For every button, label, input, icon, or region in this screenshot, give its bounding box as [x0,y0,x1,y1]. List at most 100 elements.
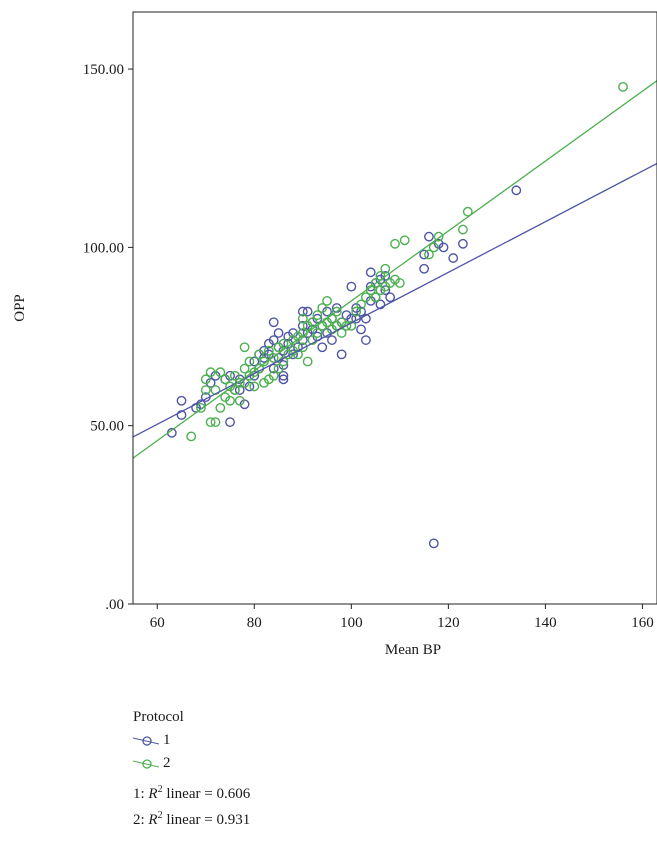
plot-frame [132,11,657,605]
series-2-point [618,81,628,92]
series-1-point [268,335,279,345]
series-2-point [225,395,235,406]
series-2-point [205,417,216,428]
series-2-point [351,306,362,317]
r2-prefix-2: 2: [133,812,149,828]
series-2-point [307,335,318,345]
fit-lines [132,80,657,459]
series-2-point [341,320,352,331]
series-1-point [297,320,308,331]
series-2-point [312,328,323,338]
series-1-point [438,242,449,253]
series-2-point [263,345,274,356]
legend-label-2: 2 [163,755,171,771]
x-tick-label: 100 [340,615,363,631]
series-1-point [176,410,187,420]
series-2-point [428,242,439,253]
r2-symbol-2: R [148,812,158,828]
series-2-point [433,231,444,242]
series-2-point [360,292,371,303]
series-1-fit-line [132,162,657,438]
y-tick-label: .00 [105,597,124,613]
series-1-point [385,292,396,303]
series-1-point [249,356,260,367]
r2-prefix-1: 1: [133,786,149,802]
series-1-point [360,313,371,324]
series-2-point [239,342,250,353]
series-1-point [302,306,313,317]
series-1-point [360,335,371,345]
series-1-point [336,349,347,360]
series-2-point [307,317,318,328]
r2-text-2: linear = 0.931 [162,812,251,828]
series-2-point [200,374,211,385]
series-2-point [229,385,240,395]
series-1-point [380,271,391,281]
series-2-point [268,370,279,381]
series-2-point [196,402,206,413]
series-1-point [278,370,289,381]
series-2-point [297,313,308,324]
series-1-point [268,363,279,374]
r2-line-2: 2: R2 linear = 0.931 [133,805,250,831]
series-1-point [428,538,439,549]
series-2-point [278,356,289,367]
series-1-point [419,263,430,274]
r2-sup-1: 2 [157,784,163,795]
x-axis-label: Mean BP [385,642,441,658]
series-2-point [215,367,226,378]
y-tick-label: 50.00 [90,419,124,435]
series-2-point [380,263,391,274]
series-2-point [254,349,265,360]
legend: Protocol 1 2 1: R2 linear = 0.606 2: R2 … [133,706,250,831]
series-2-point [278,338,289,349]
series-1-point [365,267,376,278]
r2-line-1: 1: R2 linear = 0.606 [133,779,250,805]
y-tick-label: 150.00 [83,62,124,78]
x-tick-label: 80 [247,615,262,631]
series-1-point [458,238,468,249]
series-1-point [288,349,299,360]
series-2-fit-line [132,80,657,459]
series-2-point [234,395,245,406]
series-2-point [370,292,381,303]
series-2-point [458,224,468,235]
series-1-point [346,281,357,292]
series-2-point [205,367,216,378]
series-1-point [380,285,391,296]
series-2-point [239,363,250,374]
series-2-point [356,299,366,310]
series-2-point [186,431,197,442]
series-1-point [234,385,245,395]
series-2-point [394,278,405,288]
series-2-point [215,402,226,413]
series-1-point [297,306,308,317]
series-1-point [176,395,187,406]
series-2-point [322,295,332,306]
r2-symbol-1: R [148,786,158,802]
series-2-point [424,249,434,260]
series-2-point [297,342,308,353]
axis-ticks: 60 80 100 120 140 160 .00 50.00 100.00 150.00 [83,62,654,631]
series-1-point [375,299,386,310]
series-1-point [317,342,328,353]
series-2-point [244,356,255,367]
series-2-point [370,278,381,288]
series-2-point [210,417,221,428]
series-2-point [200,385,211,395]
series-2-point [302,356,313,367]
series-1-point [448,253,459,263]
series-2-point [268,353,279,363]
x-tick-label: 140 [534,615,557,631]
series-1-point [268,317,279,328]
series-2-point [249,381,260,392]
x-tick-label: 160 [631,615,654,631]
series-2-point [312,310,323,321]
legend-swatch-1 [133,735,159,746]
series-2-point [220,374,231,385]
series-2-point [462,206,473,217]
r2-sup-2: 2 [157,810,163,821]
x-tick-label: 60 [150,615,165,631]
series-1-point [424,231,434,242]
series-2-point [273,363,284,374]
